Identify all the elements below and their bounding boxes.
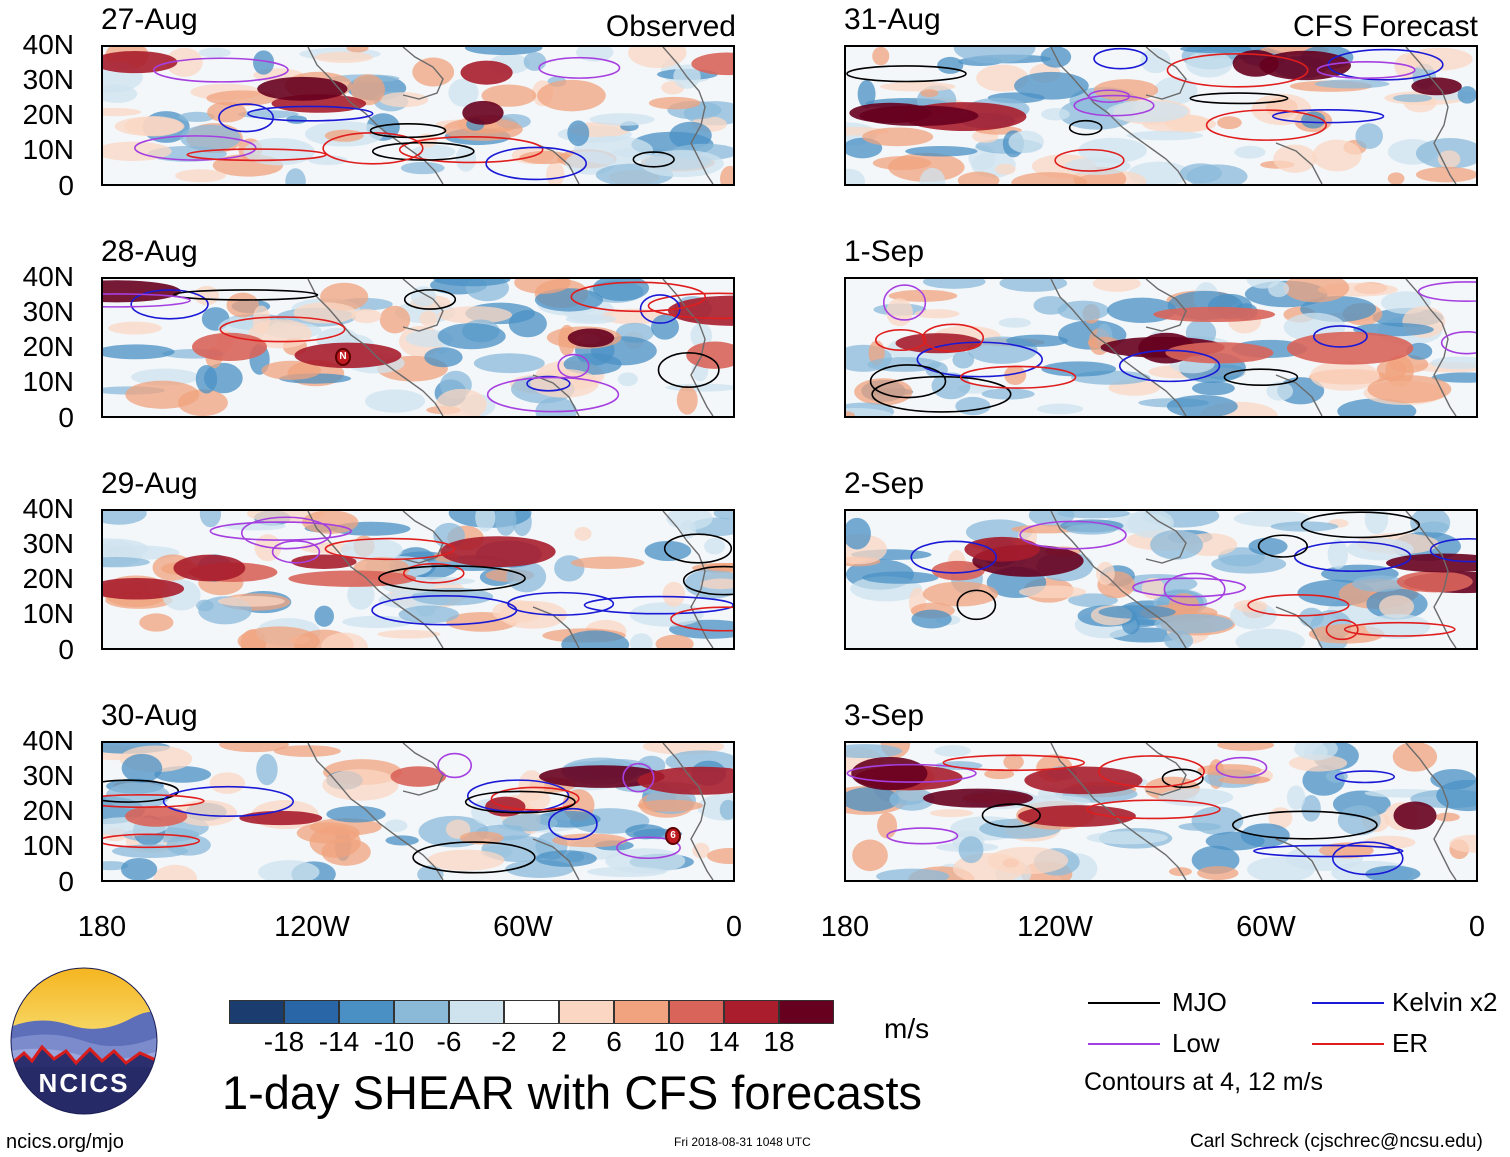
logo-text: NCICS xyxy=(39,1068,130,1098)
shear-map xyxy=(844,509,1478,650)
lat-label: 40N xyxy=(22,493,74,524)
colorbar-swatch xyxy=(779,1000,834,1024)
legend-line-low xyxy=(1088,1043,1160,1045)
lat-label: 10N xyxy=(22,830,74,861)
colorbar-swatch xyxy=(504,1000,559,1024)
colorbar-label: -10 xyxy=(373,1026,415,1057)
lon-label: 180 xyxy=(77,911,127,943)
lat-label: 30N xyxy=(22,760,74,791)
shear-map xyxy=(844,741,1478,882)
legend-label-er: ER xyxy=(1392,1028,1429,1058)
panel-date: 30-Aug xyxy=(101,699,198,732)
panel-date: 27-Aug xyxy=(101,3,198,36)
lat-label: 0 xyxy=(58,170,74,201)
legend-line-er xyxy=(1312,1043,1384,1045)
panel-date: 31-Aug xyxy=(844,3,941,36)
colorbar-swatch xyxy=(284,1000,339,1024)
colorbar-label: -6 xyxy=(436,1026,462,1057)
footer-timestamp: Fri 2018-08-31 1048 UTC xyxy=(674,1135,811,1149)
colorbar-swatch xyxy=(559,1000,614,1024)
lon-label: 0 xyxy=(1468,911,1486,943)
footer-credit: Carl Schreck (cjschrec@ncsu.edu) xyxy=(1190,1131,1483,1152)
panel-date: 1-Sep xyxy=(844,235,925,268)
colorbar-label: 2 xyxy=(551,1026,567,1057)
lat-label: 10N xyxy=(22,134,74,165)
tc-marker-label: 6 xyxy=(670,830,676,841)
shear-map xyxy=(101,509,735,650)
lon-label: 180 xyxy=(820,911,870,943)
legend-label-low: Low xyxy=(1172,1028,1220,1058)
panel-date: 2-Sep xyxy=(844,467,925,500)
colorbar-label: 14 xyxy=(708,1026,740,1057)
tc-marker: N xyxy=(335,348,351,366)
colorbar-swatch xyxy=(339,1000,394,1024)
colorbar-swatch xyxy=(724,1000,779,1024)
panel-date: 29-Aug xyxy=(101,467,198,500)
colorbar-label: 18 xyxy=(763,1026,795,1057)
colorbar-unit: m/s xyxy=(884,1013,930,1044)
shear-map xyxy=(101,45,735,186)
lat-label: 20N xyxy=(22,99,74,130)
colorbar-label: -18 xyxy=(263,1026,305,1057)
lat-label: 10N xyxy=(22,598,74,629)
colorbar-swatch xyxy=(229,1000,284,1024)
lat-label: 30N xyxy=(22,296,74,327)
shear-map xyxy=(844,277,1478,418)
colorbar-label: -14 xyxy=(318,1026,360,1057)
colorbar-swatch xyxy=(669,1000,724,1024)
legend-line-kelvin xyxy=(1312,1002,1384,1004)
lat-label: 40N xyxy=(22,29,74,60)
panel-date: 3-Sep xyxy=(844,699,925,732)
lat-label: 0 xyxy=(58,866,74,897)
logo-graphic: NCICS xyxy=(10,967,158,1115)
ncics-logo: NCICS xyxy=(10,967,158,1115)
panel-date: 28-Aug xyxy=(101,235,198,268)
lat-label: 20N xyxy=(22,331,74,362)
tc-marker-label: N xyxy=(339,351,347,362)
lon-label: 60W xyxy=(1236,911,1296,943)
colorbar-swatch xyxy=(394,1000,449,1024)
lat-label: 30N xyxy=(22,64,74,95)
lon-label: 0 xyxy=(725,911,743,943)
lat-label: 0 xyxy=(58,402,74,433)
colorbar-label: -2 xyxy=(491,1026,517,1057)
legend-label-kelvin: Kelvin x2 xyxy=(1392,987,1498,1017)
colorbar-label: 6 xyxy=(606,1026,622,1057)
lat-label: 40N xyxy=(22,261,74,292)
tc-marker: 6 xyxy=(665,827,681,845)
colorbar-swatch xyxy=(449,1000,504,1024)
shear-map xyxy=(101,741,735,882)
lat-label: 10N xyxy=(22,366,74,397)
shear-map xyxy=(844,45,1478,186)
footer-url[interactable]: ncics.org/mjo xyxy=(6,1131,124,1153)
observed-header: Observed xyxy=(605,10,736,43)
lat-label: 20N xyxy=(22,795,74,826)
lat-label: 0 xyxy=(58,634,74,665)
colorbar-swatch xyxy=(614,1000,669,1024)
legend-line-mjo xyxy=(1088,1002,1160,1004)
legend-note: Contours at 4, 12 m/s xyxy=(1084,1068,1324,1096)
lon-label: 60W xyxy=(493,911,553,943)
lon-label: 120W xyxy=(1017,911,1093,943)
shear-map xyxy=(101,277,735,418)
lat-label: 20N xyxy=(22,563,74,594)
legend-label-mjo: MJO xyxy=(1172,987,1227,1017)
chart-title: 1-day SHEAR with CFS forecasts xyxy=(222,1066,922,1119)
lon-label: 120W xyxy=(274,911,350,943)
lat-label: 30N xyxy=(22,528,74,559)
colorbar-label: 10 xyxy=(653,1026,685,1057)
lat-label: 40N xyxy=(22,725,74,756)
forecast-header: CFS Forecast xyxy=(1292,10,1478,43)
